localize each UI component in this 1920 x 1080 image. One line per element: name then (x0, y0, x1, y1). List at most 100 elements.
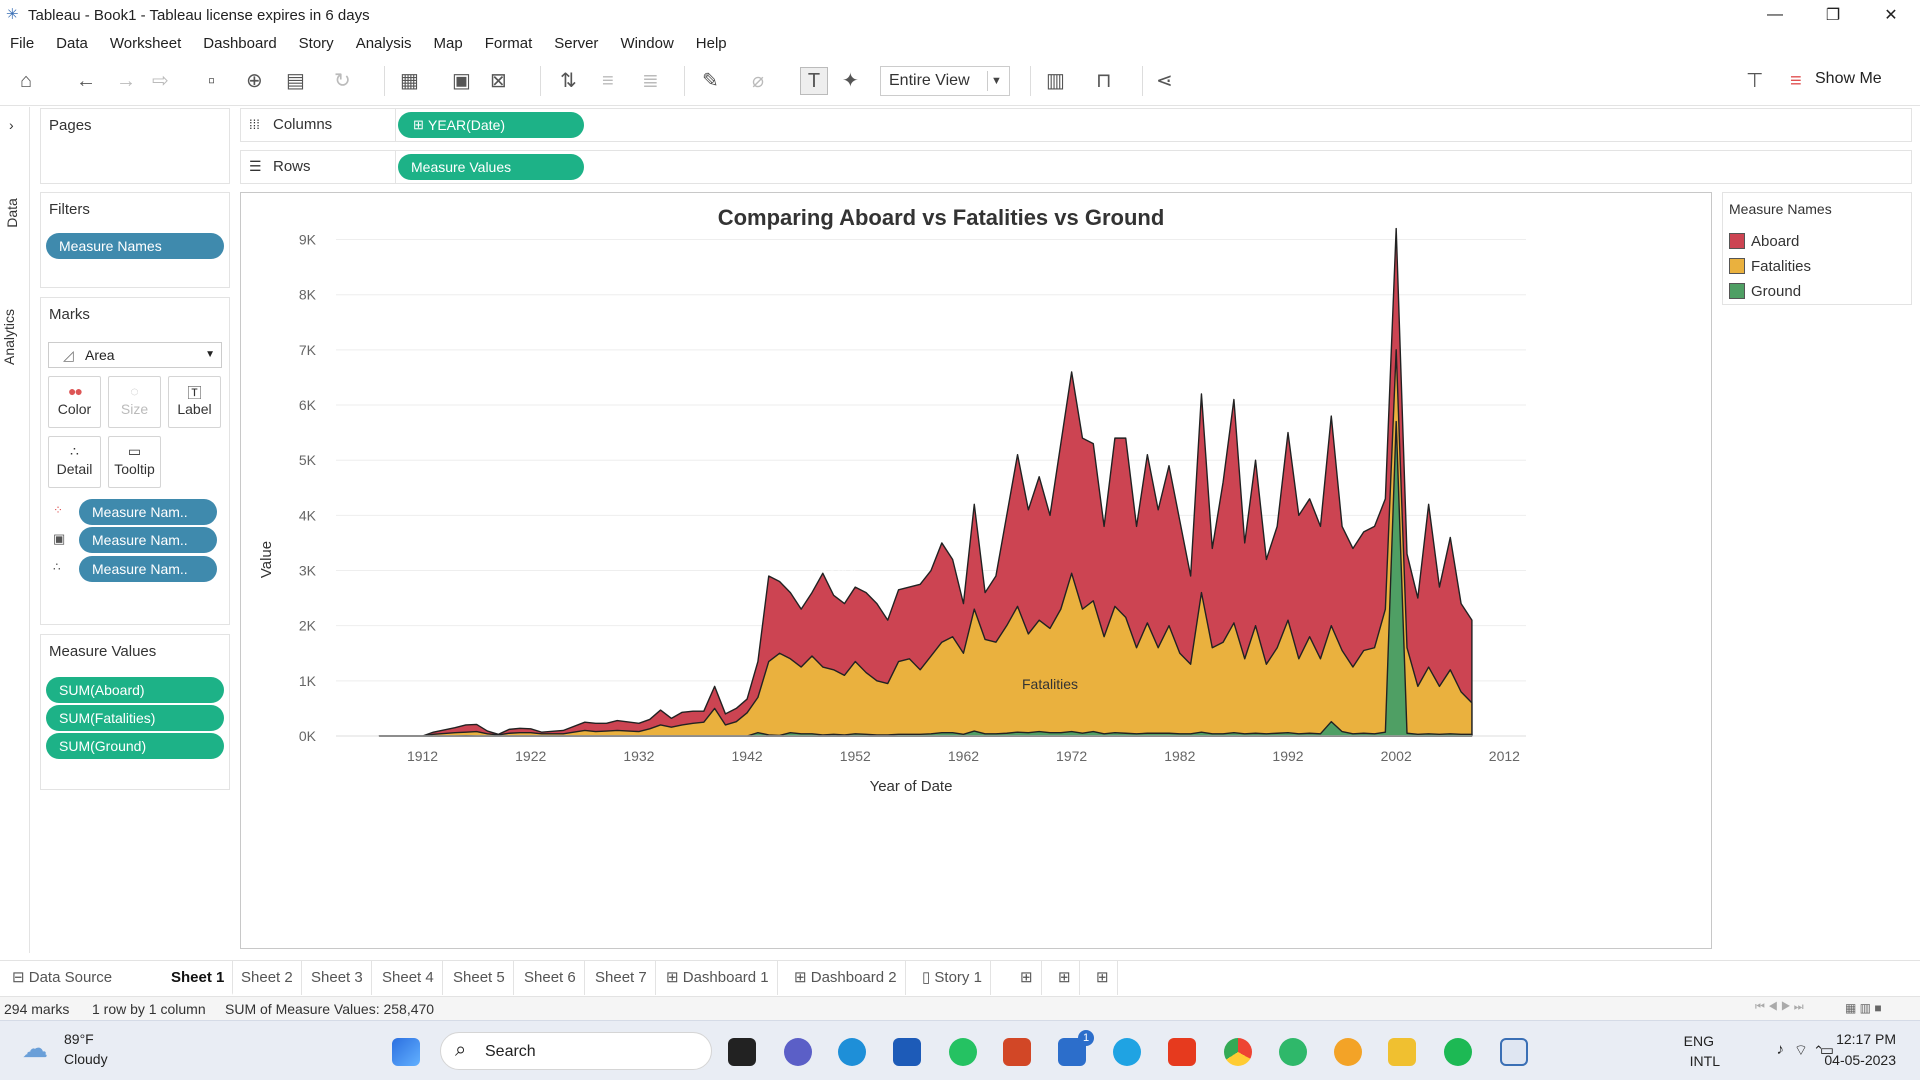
menu-story[interactable]: Story (298, 34, 334, 52)
legend-item-aboard[interactable]: Aboard (1729, 231, 1799, 251)
language-line2[interactable]: INTL (1689, 1053, 1720, 1069)
color-button[interactable]: ●● Color (48, 376, 101, 428)
area-series-fatalities[interactable] (378, 349, 1473, 737)
swap-icon[interactable]: ⇅ (560, 70, 577, 92)
label-button[interactable]: 🅃 Label (168, 376, 221, 428)
start-icon[interactable] (392, 1038, 420, 1066)
rows-pill-measure-values[interactable]: Measure Values (398, 154, 584, 180)
edge-icon[interactable] (838, 1038, 866, 1066)
size-button[interactable]: ◌ Size (108, 376, 161, 428)
tab-data-source[interactable]: ⊟ Data Source (4, 961, 120, 995)
spotify-icon[interactable] (1444, 1038, 1472, 1066)
replay-icon[interactable]: ⇨ (152, 70, 169, 92)
tab-sheet-1[interactable]: Sheet 1 (163, 961, 234, 995)
tab-dashboard-2[interactable]: ⊞ Dashboard 2 (786, 961, 906, 995)
marks-pill-label[interactable]: Measure Nam.. (79, 527, 217, 553)
view-toggle-icons[interactable]: ▦ ▥ ■ (1845, 1001, 1882, 1015)
columns-shelf[interactable]: ⁞⁞⁞ Columns YEAR(Date) ⊞ (240, 108, 1912, 142)
data-tab[interactable]: Data (3, 198, 20, 228)
wifi-icon[interactable]: ⌔ (1793, 1042, 1808, 1059)
menu-dashboard[interactable]: Dashboard (203, 34, 277, 52)
highlight-icon[interactable]: ✎ (702, 70, 719, 92)
menu-file[interactable]: File (10, 34, 35, 52)
plus-icon[interactable]: ⊞ (413, 117, 424, 132)
task-view-icon[interactable] (728, 1038, 756, 1066)
media-player-icon[interactable] (1168, 1038, 1196, 1066)
word-icon[interactable] (893, 1038, 921, 1066)
columns-pill-year-date[interactable]: YEAR(Date) (398, 112, 584, 138)
tab-sheet-5[interactable]: Sheet 5 (445, 961, 514, 995)
menu-format[interactable]: Format (484, 34, 533, 52)
powerpoint-icon[interactable] (1003, 1038, 1031, 1066)
presentation-icon[interactable]: ⊓ (1096, 70, 1112, 92)
show-cards-icon[interactable]: ▥ (1046, 70, 1065, 92)
analytics-tab[interactable]: Analytics (1, 308, 18, 366)
show-labels-icon[interactable]: T (800, 67, 828, 95)
share-icon[interactable]: ⋖ (1156, 70, 1173, 92)
rows-shelf[interactable]: ☰ Rows Measure Values (240, 150, 1912, 184)
tab-story-1[interactable]: ▯ Story 1 (914, 961, 991, 995)
new-worksheet-icon[interactable]: ▦ (400, 70, 419, 92)
marks-pill-color[interactable]: Measure Nam.. (79, 499, 217, 525)
save-icon[interactable]: ▫ (208, 70, 216, 92)
pause-updates-icon[interactable]: ▤ (286, 70, 305, 92)
tab-dashboard-1[interactable]: ⊞ Dashboard 1 (658, 961, 778, 995)
menu-window[interactable]: Window (620, 34, 674, 52)
clear-sheet-icon[interactable]: ⊠ (490, 70, 507, 92)
menu-data[interactable]: Data (56, 34, 88, 52)
menu-map[interactable]: Map (433, 34, 463, 52)
new-story-tab-icon[interactable]: ⊞ (1088, 961, 1118, 995)
show-me-icon[interactable]: ≡ (1790, 70, 1802, 92)
home-icon[interactable]: ⌂ (20, 70, 33, 92)
tab-sheet-7[interactable]: Sheet 7 (587, 961, 656, 995)
battery-icon[interactable]: ▭ (1819, 1042, 1834, 1059)
undo-icon[interactable]: ← (76, 70, 96, 92)
menu-analysis[interactable]: Analysis (355, 34, 412, 52)
menu-worksheet[interactable]: Worksheet (109, 34, 182, 52)
chrome-icon[interactable] (1224, 1038, 1252, 1066)
duplicate-sheet-icon[interactable]: ▣ (452, 70, 471, 92)
language-line1[interactable]: ENG (1683, 1033, 1714, 1049)
tab-sheet-2[interactable]: Sheet 2 (233, 961, 302, 995)
pin-icon[interactable]: ✦ (842, 70, 859, 92)
show-hidden-icons[interactable]: ⌃ (1813, 1043, 1824, 1058)
legend-item-fatalities[interactable]: Fatalities (1729, 256, 1811, 276)
detail-button[interactable]: ∴ Detail (48, 436, 101, 488)
app-icon[interactable] (1334, 1038, 1362, 1066)
legend-item-ground[interactable]: Ground (1729, 281, 1801, 301)
format-painter-icon[interactable]: ⊤ (1746, 70, 1764, 92)
skype-icon[interactable] (1113, 1038, 1141, 1066)
taskbar-search[interactable]: ⌕ Search (440, 1032, 712, 1070)
close-button[interactable]: ✕ (1884, 7, 1898, 24)
edge-dev-icon[interactable] (1279, 1038, 1307, 1066)
refresh-icon[interactable]: ↻ (334, 70, 351, 92)
measure-pill-aboard[interactable]: SUM(Aboard) (46, 677, 224, 703)
new-datasource-icon[interactable]: ⊕ (246, 70, 263, 92)
measure-pill-ground[interactable]: SUM(Ground) (46, 733, 224, 759)
volume-icon[interactable]: ♪ (1776, 1041, 1785, 1058)
menu-help[interactable]: Help (695, 34, 727, 52)
sort-ascending-icon[interactable]: ≡ (602, 70, 614, 92)
clock-date[interactable]: 04-05-2023 (1824, 1052, 1896, 1068)
minimize-button[interactable]: — (1767, 6, 1783, 23)
new-dashboard-tab-icon[interactable]: ⊞ (1050, 961, 1080, 995)
mark-type-dropdown[interactable]: ◿ Area ▼ (48, 342, 222, 368)
clock-time[interactable]: 12:17 PM (1836, 1031, 1896, 1047)
tableau-taskbar-icon[interactable] (1500, 1038, 1528, 1066)
sheet-nav-icons[interactable]: ⏮ ◀ ▶ ⏭ (1755, 1001, 1804, 1013)
tooltip-button[interactable]: ▭ Tooltip (108, 436, 161, 488)
sort-descending-icon[interactable]: ≣ (642, 70, 659, 92)
measure-pill-fatalities[interactable]: SUM(Fatalities) (46, 705, 224, 731)
show-me-button[interactable]: Show Me (1815, 70, 1882, 87)
menu-server[interactable]: Server (554, 34, 599, 52)
teams-icon[interactable] (784, 1038, 812, 1066)
expand-chevron-icon[interactable]: › (9, 117, 14, 133)
group-icon[interactable]: ⌀ (752, 70, 765, 92)
whatsapp-icon[interactable] (949, 1038, 977, 1066)
area-chart[interactable]: Comparing Aboard vs Fatalities vs Ground… (241, 193, 1711, 948)
tab-sheet-3[interactable]: Sheet 3 (303, 961, 372, 995)
fit-dropdown[interactable]: Entire View ▼ (880, 66, 1010, 96)
redo-icon[interactable]: → (116, 70, 136, 92)
tab-sheet-6[interactable]: Sheet 6 (516, 961, 585, 995)
restore-button[interactable]: ❐ (1825, 7, 1841, 24)
